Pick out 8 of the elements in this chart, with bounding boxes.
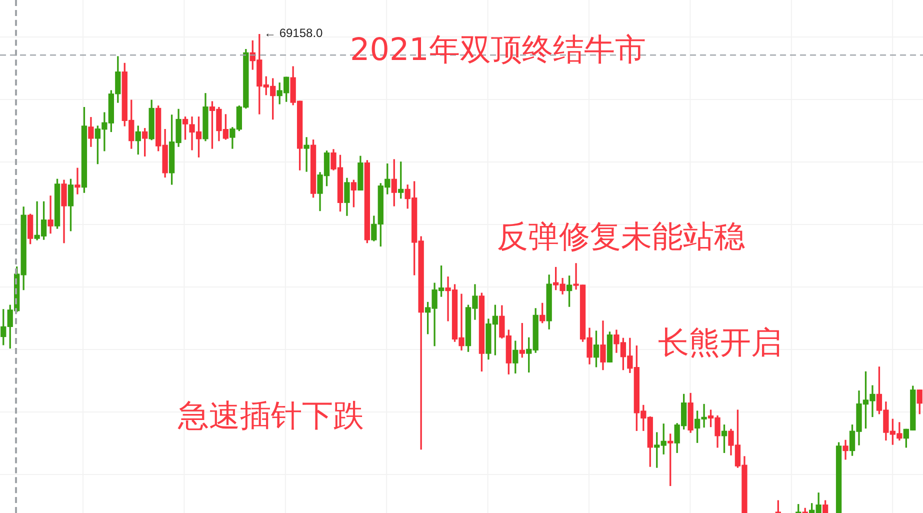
annotation: ← 69158.0 bbox=[264, 26, 323, 40]
annotation: 2021年双顶终结牛市 bbox=[350, 32, 646, 68]
candlestick bbox=[304, 137, 310, 172]
candlestick bbox=[48, 196, 54, 234]
candlestick bbox=[74, 168, 80, 194]
annotation: 急速插针下跌 bbox=[178, 398, 364, 434]
annotation: 长熊开启 bbox=[658, 325, 782, 361]
annotation: 反弹修复未能站稳 bbox=[497, 219, 745, 255]
